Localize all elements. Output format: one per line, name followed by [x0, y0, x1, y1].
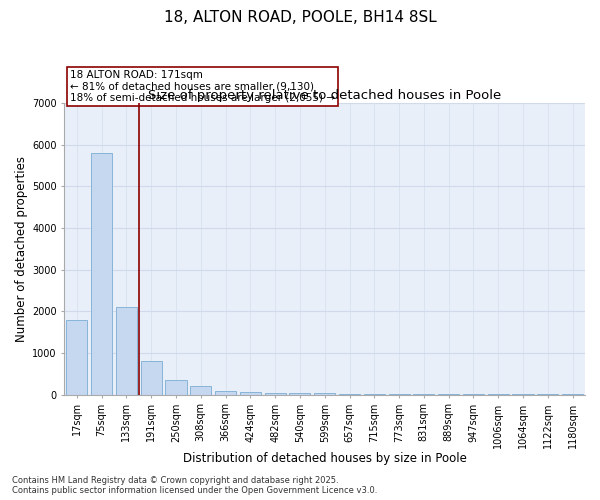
Bar	[116, 307, 137, 394]
Bar	[166, 380, 187, 394]
Text: Contains HM Land Registry data © Crown copyright and database right 2025.
Contai: Contains HM Land Registry data © Crown c…	[12, 476, 377, 495]
X-axis label: Distribution of detached houses by size in Poole: Distribution of detached houses by size …	[183, 452, 467, 465]
Bar	[289, 392, 310, 394]
Title: Size of property relative to detached houses in Poole: Size of property relative to detached ho…	[148, 89, 502, 102]
Bar	[66, 320, 88, 394]
Bar	[240, 392, 261, 394]
Bar	[215, 390, 236, 394]
Bar	[140, 362, 162, 394]
Bar	[190, 386, 211, 394]
Bar	[91, 153, 112, 394]
Text: 18 ALTON ROAD: 171sqm
← 81% of detached houses are smaller (9,130)
18% of semi-d: 18 ALTON ROAD: 171sqm ← 81% of detached …	[70, 70, 335, 103]
Text: 18, ALTON ROAD, POOLE, BH14 8SL: 18, ALTON ROAD, POOLE, BH14 8SL	[164, 10, 436, 25]
Y-axis label: Number of detached properties: Number of detached properties	[15, 156, 28, 342]
Bar	[265, 392, 286, 394]
